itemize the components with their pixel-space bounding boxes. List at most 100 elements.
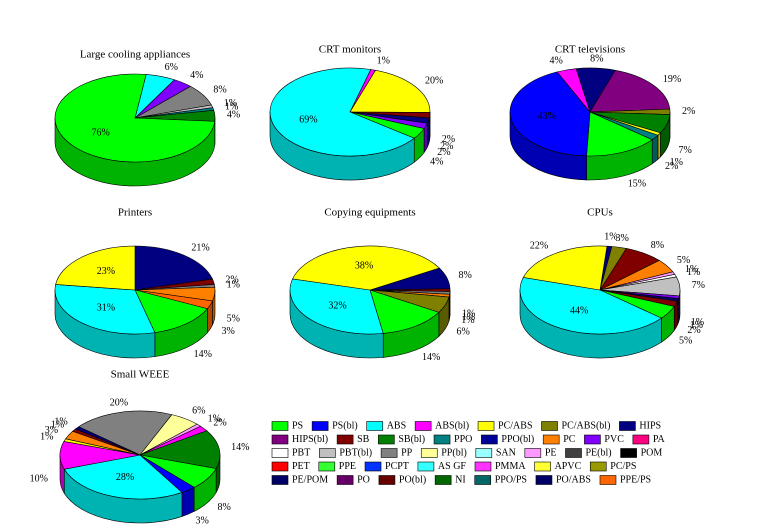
data-label: 1% [691,317,704,328]
chart-title: CPUs [587,207,613,219]
data-label: 69% [299,114,317,125]
legend-label: PA [653,434,666,445]
legend-label: PC/ABS [498,420,532,431]
pie-slice [289,278,384,359]
data-label: 1% [690,320,703,331]
legend-label: NI [455,474,466,485]
data-label: 1% [462,312,475,323]
pie-slice [138,430,221,494]
slice-top [509,71,591,157]
data-label: 8% [651,240,664,251]
data-label: 1% [685,264,698,275]
legend-label: PC/ABS(bl) [562,420,611,431]
legend-label: PPO [454,434,472,445]
legend-label: PO/ABS [556,474,591,485]
legend-swatch [620,448,637,458]
data-label: 3% [222,326,235,337]
legend-swatch [474,461,492,472]
slice-top [556,68,591,113]
pie-slice [589,111,659,165]
data-label: 19% [663,74,681,85]
legend-swatch [271,461,289,472]
data-label: 76% [92,127,110,138]
pie-slice [369,289,450,338]
legend-label: APVC [555,461,582,472]
data-label: 6% [165,62,178,73]
legend-swatch [271,434,289,445]
legend-label: PBT [292,447,310,458]
slice-top [369,289,440,334]
slice-top [292,245,440,291]
data-label: 1% [462,309,475,320]
legend-swatch [599,475,617,485]
legend-label: PS [292,420,303,431]
legend-label: PS(bl) [332,420,358,431]
data-label: 1% [670,157,683,168]
slice-top [63,454,183,500]
pie-slice [509,71,591,181]
slice-top [519,277,663,335]
legend-swatch [420,448,438,458]
legend-swatch [433,434,451,445]
legend-swatch [417,461,435,472]
data-label: 21% [191,242,209,253]
legend-label: PO [357,474,370,485]
slice-side [657,132,661,160]
data-label: 4% [190,70,203,81]
legend-label: SAN [496,447,516,458]
legend-label: PE [545,447,557,458]
legend-label: PP(bl) [441,447,467,458]
slice-top [134,245,213,291]
legend-swatch [318,461,336,472]
legend-label: PO(bl) [399,474,426,485]
legend-swatch [414,421,432,431]
pie-slice [63,454,183,524]
legend-swatch [364,461,382,472]
pie-slice [599,289,675,343]
data-label: 4% [550,56,563,67]
slice-side [651,134,659,165]
chart-title: Printers [118,207,152,219]
legend-swatch [311,421,329,431]
pie-slice [74,426,141,456]
legend-swatch [380,448,398,458]
data-label: 3% [615,233,628,244]
data-label: 10% [30,474,48,485]
data-label: 2% [225,274,238,285]
legend-label: PMMA [495,461,526,472]
slice-top [586,111,653,157]
legend-label: HIPS(bl) [292,434,328,445]
data-label: 44% [570,306,588,317]
pie-slice [55,245,136,291]
pie-slice [369,289,440,358]
legend-label: PC [563,434,576,445]
legend-swatch [475,448,493,458]
legend-swatch [524,448,542,458]
legend-swatch [632,434,650,445]
legend-swatch [434,475,452,485]
legend-swatch [534,461,551,472]
data-label: 6% [457,326,470,337]
chart-title: CRT monitors [319,44,381,56]
legend-label: SB [357,434,370,445]
legend-swatch [378,475,396,485]
data-label: 7% [692,280,705,291]
data-label: 1% [51,419,64,430]
slice-top [54,284,156,335]
legend-label: ABS(bl) [435,420,469,431]
pie-slice [519,277,663,359]
data-label: 32% [328,301,346,312]
data-label: 2% [440,141,453,152]
data-label: 3% [45,425,58,436]
data-label: 14% [422,352,440,363]
legend-label: PC/PS [610,461,636,472]
data-label: 2% [442,134,455,145]
legend-label: ABS [387,420,406,431]
legend-swatch [474,475,492,485]
legend-label: PVC [604,434,624,445]
data-label: 5% [227,313,240,324]
data-label: 8% [459,270,472,281]
pie-slice [522,245,608,291]
data-label: 2% [665,161,678,172]
